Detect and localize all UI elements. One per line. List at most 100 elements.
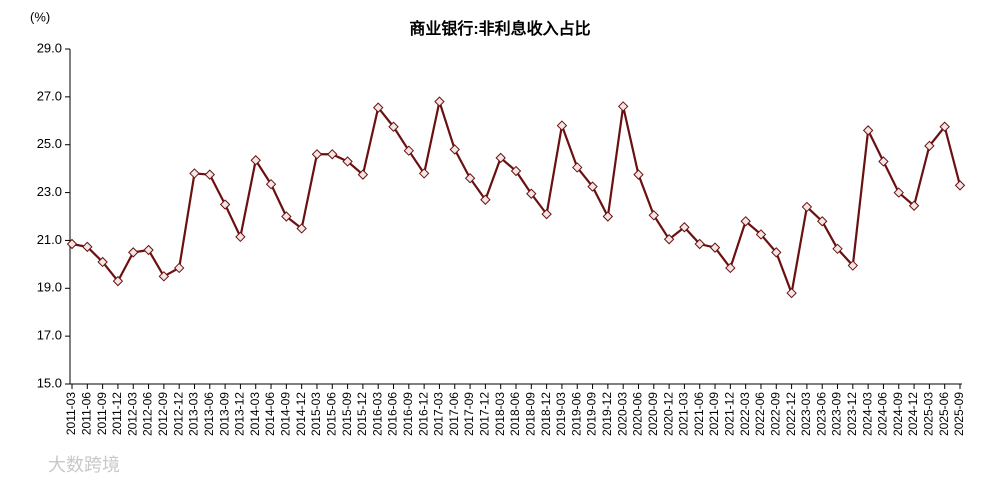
x-tick-label: 2017-03 bbox=[432, 392, 446, 436]
marker bbox=[143, 244, 154, 256]
watermark: 大数跨境 bbox=[48, 455, 120, 475]
x-tick-label: 2020-03 bbox=[615, 392, 629, 436]
marker bbox=[526, 188, 537, 199]
marker bbox=[403, 145, 415, 156]
x-tick-label: 2014-12 bbox=[294, 392, 308, 436]
marker bbox=[82, 241, 93, 253]
x-tick-label: 2016-06 bbox=[386, 392, 400, 436]
marker bbox=[342, 156, 353, 167]
marker bbox=[847, 260, 859, 271]
x-tick-label: 2022-06 bbox=[753, 392, 767, 436]
marker bbox=[250, 155, 261, 166]
x-tick-label: 2014-03 bbox=[248, 392, 262, 436]
x-tick-label: 2016-12 bbox=[416, 392, 430, 436]
marker bbox=[204, 169, 216, 180]
x-tick-label: 2015-06 bbox=[324, 392, 338, 436]
marker bbox=[755, 229, 767, 240]
marker bbox=[281, 211, 292, 222]
x-tick-label: 2024-03 bbox=[860, 392, 874, 436]
x-tick-label: 2020-12 bbox=[661, 392, 675, 436]
x-tick-label: 2025-06 bbox=[937, 392, 951, 436]
marker bbox=[648, 210, 660, 221]
x-tick-label: 2023-06 bbox=[814, 392, 828, 436]
marker bbox=[816, 216, 828, 227]
marker bbox=[939, 121, 950, 132]
x-tick-label: 2013-03 bbox=[187, 392, 201, 436]
x-tick-label: 2022-03 bbox=[738, 392, 752, 436]
y-tick-label: 15.0 bbox=[37, 375, 62, 390]
x-tick-label: 2015-03 bbox=[309, 392, 323, 436]
x-tick-label: 2018-03 bbox=[493, 392, 507, 436]
x-tick-label: 2025-03 bbox=[922, 392, 936, 436]
marker bbox=[908, 200, 920, 211]
marker bbox=[128, 247, 139, 258]
x-tick-label: 2017-09 bbox=[462, 392, 476, 436]
x-tick-label: 2019-09 bbox=[585, 392, 599, 436]
line bbox=[71, 97, 962, 298]
marker bbox=[327, 149, 338, 160]
x-tick-label: 2018-09 bbox=[523, 392, 537, 436]
marker bbox=[372, 102, 384, 113]
x-tick-label: 2021-03 bbox=[677, 392, 691, 436]
x-tick-label: 2018-12 bbox=[539, 392, 553, 436]
marker bbox=[541, 208, 552, 220]
marker bbox=[66, 238, 78, 250]
x-tick-label: 2024-09 bbox=[891, 392, 905, 436]
marker bbox=[296, 223, 307, 234]
x-tick-label: 2019-03 bbox=[554, 392, 568, 436]
y-tick-label: 17.0 bbox=[37, 328, 62, 343]
x-tick-label: 2017-06 bbox=[447, 392, 461, 436]
x-tick-label: 2023-09 bbox=[830, 392, 844, 436]
x-tick-label: 2015-12 bbox=[355, 392, 369, 436]
marker bbox=[602, 211, 614, 222]
marker bbox=[189, 168, 200, 179]
marker bbox=[510, 165, 522, 177]
marker bbox=[112, 275, 124, 287]
marker bbox=[158, 271, 170, 282]
x-tick-label: 2011-06 bbox=[79, 392, 93, 435]
marker bbox=[663, 234, 675, 245]
y-tick-label: 19.0 bbox=[37, 280, 62, 295]
marker bbox=[786, 287, 797, 299]
x-tick-label: 2020-09 bbox=[646, 392, 660, 436]
marker bbox=[740, 216, 751, 227]
marker bbox=[311, 149, 323, 160]
marker bbox=[862, 125, 874, 136]
x-tick-label: 2013-12 bbox=[233, 392, 247, 436]
x-tick-label: 2019-06 bbox=[569, 392, 583, 436]
marker bbox=[219, 199, 231, 210]
marker bbox=[418, 168, 430, 179]
x-tick-label: 2012-09 bbox=[156, 392, 170, 436]
marker bbox=[878, 156, 889, 167]
x-tick-label: 2015-09 bbox=[340, 392, 354, 436]
x-tick-label: 2018-06 bbox=[508, 392, 522, 436]
y-tick-label: 27.0 bbox=[37, 88, 62, 103]
x-tick-label: 2011-12 bbox=[110, 392, 124, 435]
x-tick-label: 2013-06 bbox=[202, 392, 216, 436]
y-tick-label: 21.0 bbox=[37, 232, 62, 247]
marker bbox=[495, 152, 506, 164]
x-tick-label: 2023-03 bbox=[799, 392, 813, 436]
x-tick-label: 2012-03 bbox=[125, 392, 139, 436]
marker bbox=[97, 256, 108, 268]
marker bbox=[694, 238, 705, 250]
x-tick-label: 2016-09 bbox=[401, 392, 415, 436]
x-tick-label: 2021-12 bbox=[723, 392, 737, 436]
marker bbox=[464, 173, 476, 184]
x-tick-label: 2022-09 bbox=[768, 392, 782, 436]
marker bbox=[587, 181, 598, 192]
chart-title: 商业银行:非利息收入占比 bbox=[409, 19, 590, 38]
x-tick-label: 2024-12 bbox=[906, 392, 920, 436]
marker bbox=[924, 140, 935, 152]
marker bbox=[235, 231, 246, 243]
y-tick-label: 23.0 bbox=[37, 184, 62, 199]
marker bbox=[954, 180, 966, 191]
x-tick-label: 2020-06 bbox=[631, 392, 645, 436]
x-tick-label: 2012-06 bbox=[141, 392, 155, 436]
marker bbox=[434, 96, 445, 107]
x-tick-label: 2014-06 bbox=[263, 392, 277, 436]
marker bbox=[633, 169, 644, 180]
marker bbox=[725, 262, 736, 274]
y-tick-label: 25.0 bbox=[37, 136, 62, 151]
y-tick-label: 29.0 bbox=[37, 40, 62, 55]
